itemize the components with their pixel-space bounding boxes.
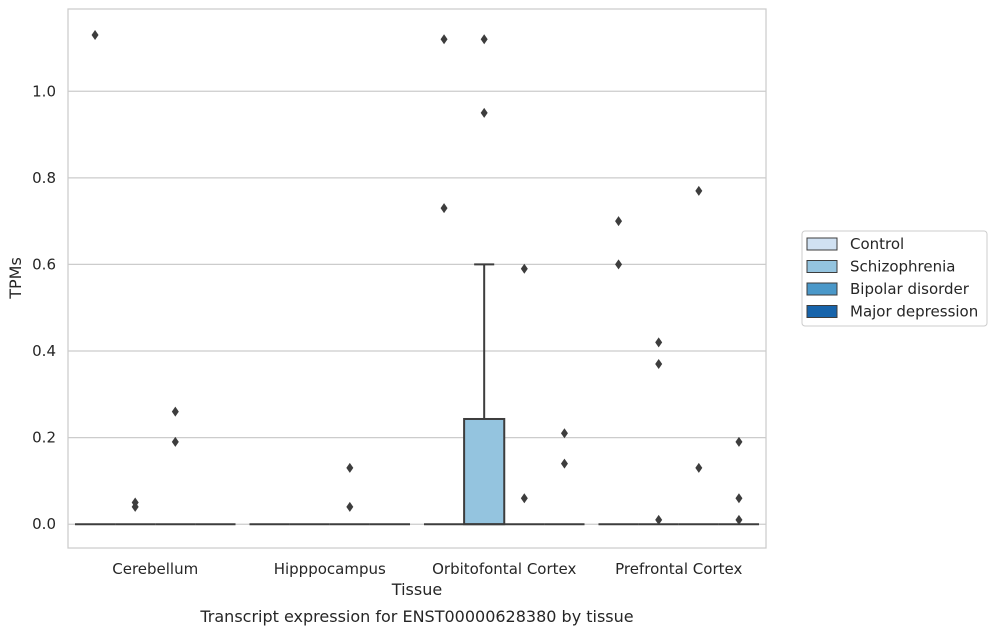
outlier-point bbox=[735, 514, 743, 525]
y-tick-label: 0.4 bbox=[32, 342, 56, 360]
legend: Control Schizophrenia Bipolar disorder Majo… bbox=[801, 230, 988, 327]
box-schizophrenia bbox=[463, 263, 506, 526]
outlier-point bbox=[735, 436, 743, 447]
x-tick-label: Hipppocampus bbox=[274, 560, 386, 578]
outlier-point bbox=[655, 359, 663, 370]
outlier-point bbox=[480, 34, 488, 45]
legend-frame bbox=[801, 230, 988, 327]
outlier-layer bbox=[91, 29, 743, 525]
outlier-point bbox=[520, 263, 528, 274]
legend-swatch bbox=[806, 237, 838, 251]
outlier-point bbox=[695, 185, 703, 196]
box-plot-layer bbox=[74, 263, 760, 526]
legend-swatch bbox=[806, 305, 838, 318]
outlier-point bbox=[695, 462, 703, 473]
outlier-point bbox=[171, 406, 179, 417]
outlier-point bbox=[615, 216, 623, 227]
outlier-point bbox=[171, 436, 179, 447]
x-tick-label: Orbitofontal Cortex bbox=[432, 560, 576, 578]
outlier-point bbox=[655, 514, 663, 525]
legend-label: Schizophrenia bbox=[850, 258, 955, 276]
outlier-point bbox=[346, 501, 354, 512]
legend-swatch bbox=[806, 282, 838, 296]
legend-label: Major depression bbox=[850, 303, 978, 321]
outlier-point bbox=[735, 493, 743, 504]
grid-lines bbox=[68, 90, 766, 525]
outlier-point bbox=[560, 428, 568, 439]
outlier-point bbox=[131, 501, 139, 512]
outlier-point bbox=[480, 107, 488, 118]
y-tick-label: 0.0 bbox=[32, 515, 56, 533]
y-tick-label: 0.8 bbox=[32, 169, 56, 187]
box-body bbox=[463, 417, 506, 526]
outlier-point bbox=[346, 462, 354, 473]
y-tick-label: 1.0 bbox=[32, 82, 56, 100]
y-tick-labels: 0.0 0.2 0.4 0.6 0.8 1.0 bbox=[32, 82, 56, 533]
y-tick-label: 0.2 bbox=[32, 429, 56, 447]
x-tick-label: Prefrontal Cortex bbox=[615, 560, 742, 578]
chart-caption: Transcript expression for ENST0000062838… bbox=[199, 607, 633, 626]
outlier-point bbox=[615, 259, 623, 270]
y-axis-label: TPMs bbox=[6, 257, 25, 300]
legend-label: Bipolar disorder bbox=[850, 280, 970, 298]
legend-swatch bbox=[806, 260, 838, 273]
outlier-point bbox=[440, 34, 448, 45]
x-tick-labels: Cerebellum Hipppocampus Orbitofontal Corte… bbox=[112, 560, 742, 578]
x-tick-label: Cerebellum bbox=[112, 560, 198, 578]
outlier-point bbox=[520, 493, 528, 504]
outlier-point bbox=[655, 337, 663, 348]
outlier-point bbox=[440, 203, 448, 214]
legend-label: Control bbox=[850, 235, 904, 253]
plot-frame bbox=[67, 8, 767, 549]
x-axis-label: Tissue bbox=[391, 580, 442, 599]
y-tick-label: 0.6 bbox=[32, 255, 56, 273]
outlier-point bbox=[560, 458, 568, 469]
outlier-point bbox=[91, 29, 99, 40]
